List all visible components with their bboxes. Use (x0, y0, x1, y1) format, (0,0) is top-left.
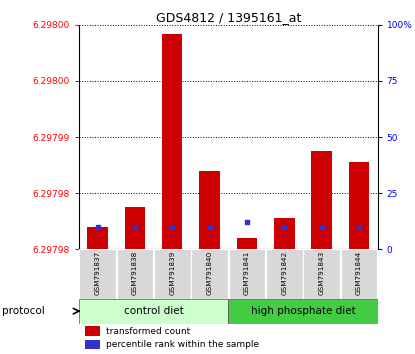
Bar (341, 249, 377, 299)
Point (318, 224, 325, 230)
Bar (303, 249, 340, 299)
Text: GSM791841: GSM791841 (244, 251, 250, 295)
Title: GDS4812 / 1395161_at: GDS4812 / 1395161_at (156, 11, 301, 24)
Text: GSM791843: GSM791843 (319, 251, 325, 295)
Text: GSM791842: GSM791842 (281, 251, 287, 295)
Bar (266, 249, 303, 299)
Bar (191, 249, 228, 299)
Bar (229, 249, 265, 299)
Bar (349, 162, 369, 249)
Text: control diet: control diet (124, 306, 183, 316)
Bar (79, 249, 116, 299)
Bar (311, 150, 332, 249)
Text: high phosphate diet: high phosphate diet (251, 306, 355, 316)
Bar (117, 249, 153, 299)
Text: protocol: protocol (2, 306, 45, 316)
Point (206, 224, 213, 230)
Text: percentile rank within the sample: percentile rank within the sample (106, 340, 259, 349)
Text: GSM791838: GSM791838 (132, 251, 138, 295)
Point (132, 224, 138, 230)
Bar (228, 299, 378, 324)
Point (356, 224, 362, 230)
Bar (85, 326, 100, 336)
Bar (85, 340, 100, 349)
Text: GSM791844: GSM791844 (356, 251, 362, 295)
Bar (154, 249, 190, 299)
Bar (79, 299, 228, 324)
Point (281, 224, 288, 230)
Bar (162, 34, 183, 249)
Point (169, 224, 176, 230)
Bar (87, 227, 108, 249)
Bar (237, 238, 257, 249)
Bar (274, 218, 295, 249)
Bar (124, 207, 145, 249)
Text: GSM791839: GSM791839 (169, 251, 175, 295)
Text: GSM791837: GSM791837 (95, 251, 100, 295)
Point (244, 219, 250, 225)
Text: transformed count: transformed count (106, 326, 190, 336)
Point (94, 224, 101, 230)
Bar (199, 171, 220, 249)
Text: GSM791840: GSM791840 (207, 251, 212, 295)
